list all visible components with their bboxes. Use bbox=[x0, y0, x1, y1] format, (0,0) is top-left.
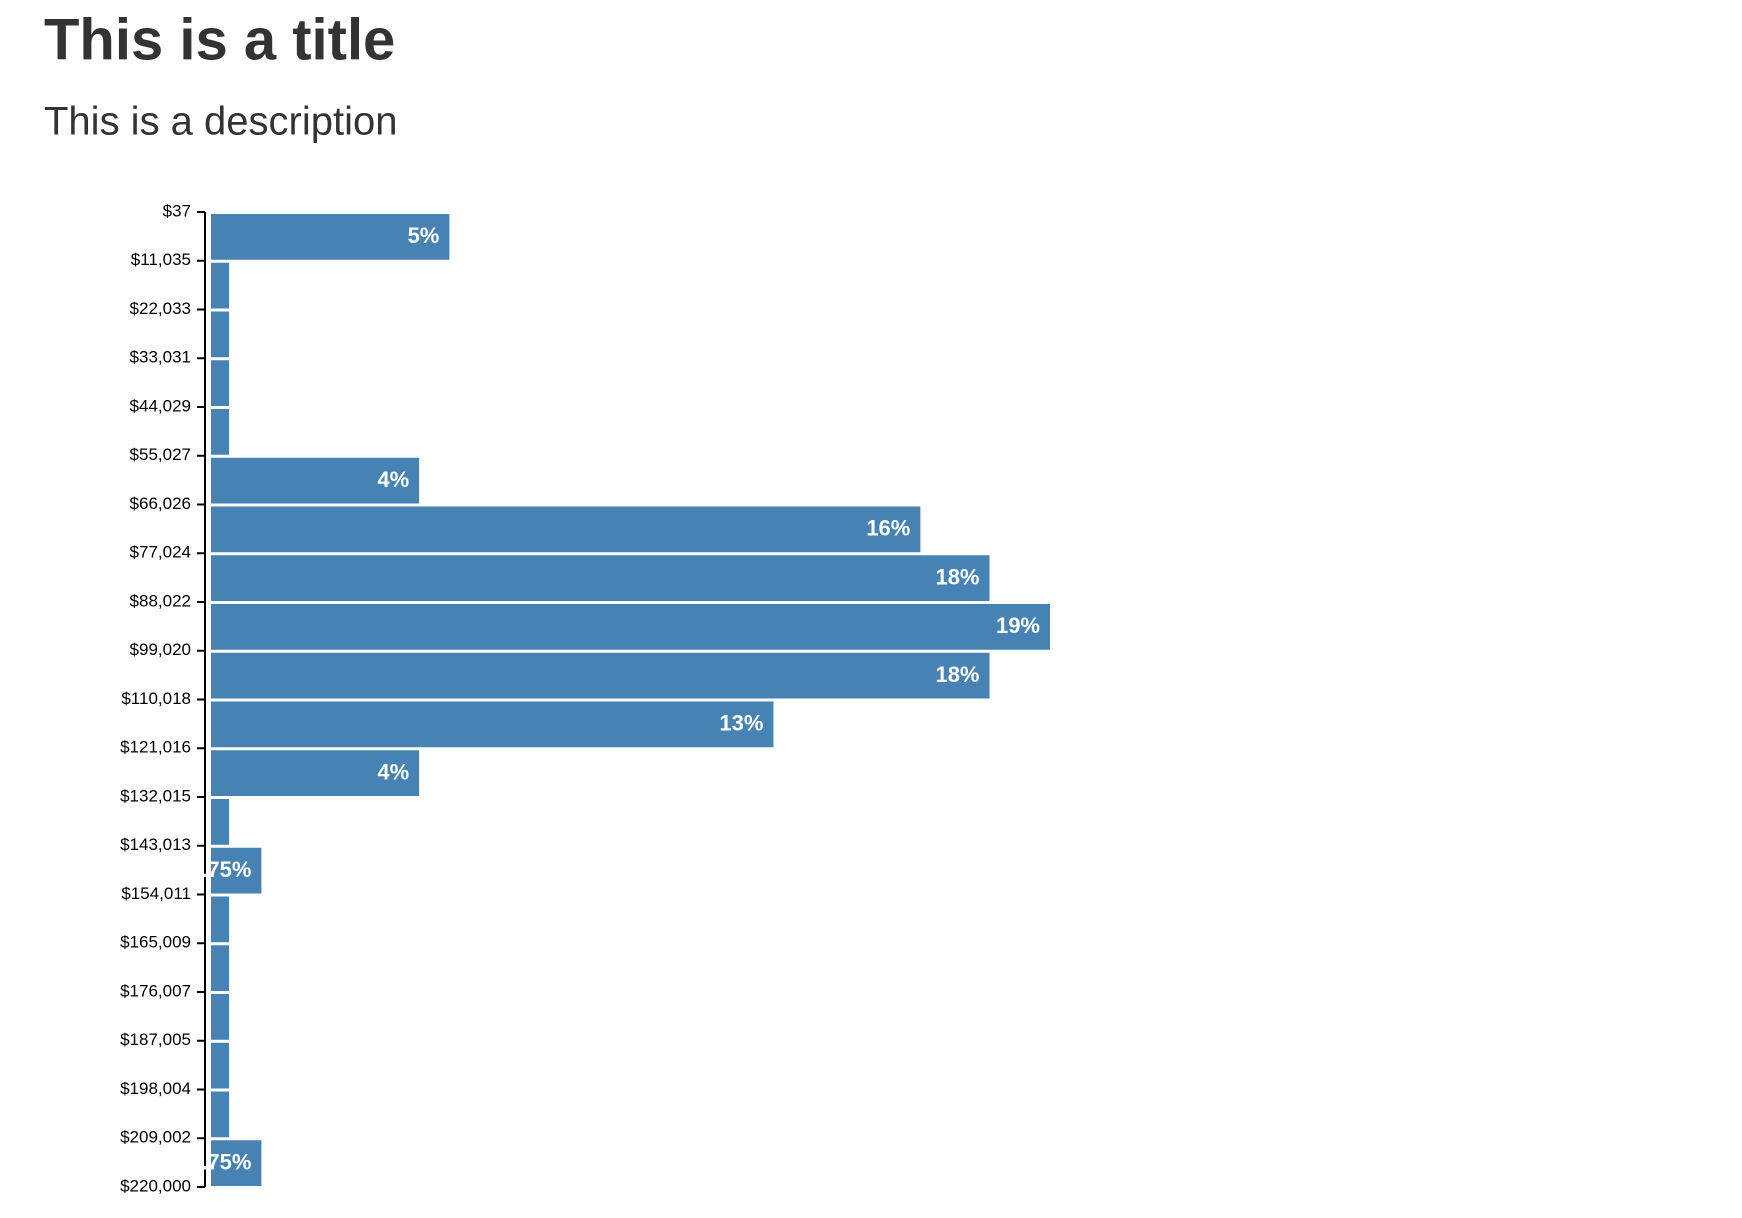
y-tick-label: $143,013 bbox=[120, 835, 191, 854]
y-tick-label: $121,016 bbox=[120, 738, 191, 757]
bar bbox=[211, 457, 420, 504]
value-label: 18% bbox=[935, 564, 979, 589]
value-label: 13% bbox=[719, 711, 763, 736]
bar bbox=[211, 1091, 229, 1138]
bar bbox=[211, 652, 990, 699]
y-tick-label: $77,024 bbox=[130, 543, 191, 562]
bar bbox=[211, 262, 229, 309]
y-tick-label: $154,011 bbox=[121, 884, 191, 903]
y-tick-label: $55,027 bbox=[130, 445, 191, 464]
bar bbox=[211, 896, 229, 943]
y-tick-label: $110,018 bbox=[121, 689, 191, 708]
y-tick-label: $37 bbox=[163, 201, 191, 220]
y-tick-label: $220,000 bbox=[120, 1176, 191, 1195]
y-tick-label: $11,035 bbox=[131, 250, 191, 269]
y-tick-label: $176,007 bbox=[120, 981, 191, 1000]
bar bbox=[211, 506, 921, 553]
chart-title: This is a title bbox=[44, 7, 395, 72]
bar bbox=[211, 311, 229, 358]
value-label: 5% bbox=[408, 223, 440, 248]
value-label: 18% bbox=[935, 662, 979, 687]
bar bbox=[211, 408, 229, 455]
bar bbox=[211, 945, 229, 991]
y-tick-label: $22,033 bbox=[130, 299, 191, 318]
bar bbox=[211, 701, 774, 748]
bar bbox=[211, 555, 990, 601]
value-label: 19% bbox=[996, 613, 1040, 638]
bar bbox=[211, 750, 420, 797]
y-tick-label: $66,026 bbox=[130, 494, 191, 513]
y-tick-label: $132,015 bbox=[120, 786, 191, 805]
y-tick-label: $88,022 bbox=[130, 591, 191, 610]
bar bbox=[211, 360, 229, 406]
value-label: 4% bbox=[377, 759, 409, 784]
chart-subtitle: This is a description bbox=[44, 100, 397, 144]
value-label: 0.75% bbox=[189, 857, 251, 882]
y-tick-label: $165,009 bbox=[120, 933, 191, 952]
bar bbox=[211, 1042, 229, 1089]
value-label: 16% bbox=[866, 516, 910, 541]
y-tick-label: $198,004 bbox=[120, 1079, 191, 1098]
y-tick-label: $44,029 bbox=[130, 396, 191, 415]
y-tick-label: $187,005 bbox=[120, 1030, 191, 1049]
bar bbox=[211, 603, 1050, 650]
bar bbox=[211, 993, 229, 1040]
value-label: 0.75% bbox=[189, 1149, 251, 1174]
y-tick-label: $33,031 bbox=[130, 348, 191, 367]
bar bbox=[211, 799, 229, 845]
y-tick-label: $99,020 bbox=[130, 640, 191, 659]
bar bbox=[211, 847, 262, 894]
value-label: 4% bbox=[377, 467, 409, 492]
bar bbox=[211, 1140, 262, 1186]
y-tick-label: $209,002 bbox=[120, 1128, 191, 1147]
bar bbox=[211, 214, 450, 260]
